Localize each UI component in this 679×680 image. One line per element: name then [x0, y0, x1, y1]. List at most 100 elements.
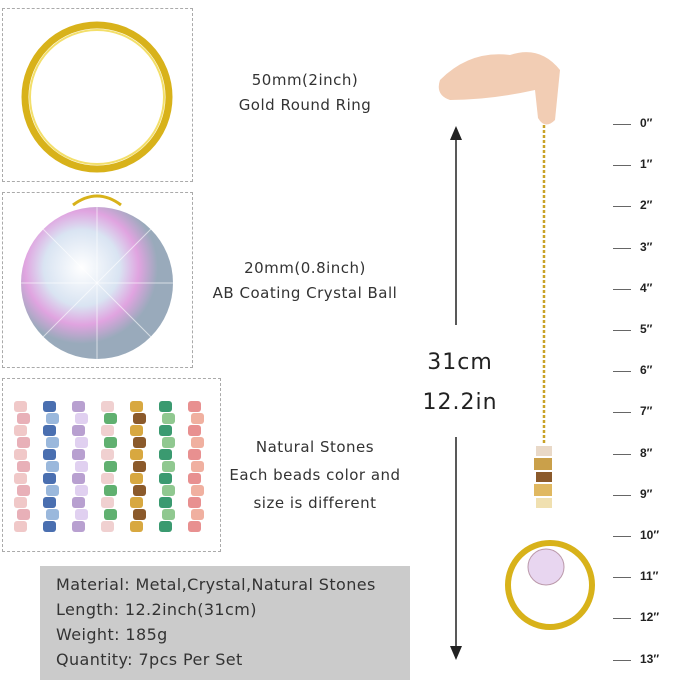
spec-weight: Weight: 185g: [56, 625, 168, 644]
ruler-label: 4″: [640, 280, 653, 295]
stone-bead: [130, 449, 143, 460]
stone-bead: [133, 509, 146, 520]
length-arrow-bottom: [450, 437, 462, 660]
ring-panel: [2, 8, 193, 182]
crystal-panel: [2, 192, 193, 368]
ruler-tick: [613, 165, 631, 167]
stone-bead: [104, 437, 117, 448]
stone-bead: [133, 413, 146, 424]
stone-bead: [46, 437, 59, 448]
stone-bead: [72, 449, 85, 460]
stones-note-2: size is different: [253, 494, 377, 512]
stone-bead: [104, 413, 117, 424]
stone-bead: [75, 461, 88, 472]
hand: [438, 52, 560, 125]
ruler-tick: [613, 618, 631, 620]
stone-bead: [104, 461, 117, 472]
stone-bead: [72, 473, 85, 484]
stone-bead: [101, 521, 114, 532]
ruler-tick: [613, 412, 631, 414]
stone-bead: [46, 485, 59, 496]
stone-bead: [130, 425, 143, 436]
stone-bead: [130, 401, 143, 412]
ring-size: 50mm(2inch): [251, 71, 359, 89]
crystal-ball-image: [21, 194, 173, 359]
stone-bead: [101, 473, 114, 484]
stone-bead: [43, 425, 56, 436]
stone-bead: [46, 509, 59, 520]
ruler-label: 0″: [640, 116, 653, 130]
length-cm: 31cm: [427, 350, 493, 375]
stone-bead: [191, 437, 204, 448]
stone-bead: [14, 449, 27, 460]
natural-stones-image: [14, 401, 204, 532]
stone-bead: [17, 485, 30, 496]
stone-bead: [130, 497, 143, 508]
ruler-label: 1″: [640, 157, 653, 172]
stone-bead: [159, 425, 172, 436]
stone-bead: [14, 425, 27, 436]
ruler-tick: [613, 659, 631, 661]
stone-bead: [162, 485, 175, 496]
stones-panel: [2, 378, 221, 552]
stone-bead: [101, 449, 114, 460]
stone-bead: [43, 497, 56, 508]
stone-bead: [188, 401, 201, 412]
ruler-tick: [613, 124, 631, 125]
ring-name: Gold Round Ring: [238, 96, 372, 114]
ruler-tick: [613, 536, 631, 537]
stone-bead: [188, 497, 201, 508]
stone-bead: [43, 449, 56, 460]
stone-bead: [17, 509, 30, 520]
stone-bead: [14, 473, 27, 484]
stone-bead: [72, 521, 85, 532]
stone-bead: [191, 509, 204, 520]
ruler-tick: [613, 494, 631, 496]
length-inch: 12.2in: [422, 390, 498, 415]
ruler-tick: [613, 453, 631, 455]
stone-bead: [17, 437, 30, 448]
ruler-tick: [613, 288, 631, 290]
stone-bead: [159, 497, 172, 508]
stone-bead: [14, 401, 27, 412]
gold-ring: [505, 540, 595, 630]
ruler-label: 9″: [640, 486, 653, 501]
ruler-label: 3″: [640, 239, 653, 254]
stone-bead: [46, 461, 59, 472]
stone-bead: [159, 401, 172, 412]
stone-bead: [130, 473, 143, 484]
stone-bead: [133, 461, 146, 472]
stone-bead: [162, 437, 175, 448]
ruler-tick: [613, 577, 631, 579]
stone-bead: [191, 413, 204, 424]
stone-bead: [188, 425, 201, 436]
stone-bead: [17, 461, 30, 472]
crystal-caption: 20mm(0.8inch) AB Coating Crystal Ball: [205, 256, 405, 306]
spec-quantity: Quantity: 7pcs Per Set: [56, 650, 243, 669]
ruler-label: 2″: [640, 198, 653, 213]
crystal-ball: [527, 548, 565, 586]
length-arrow-top: [450, 126, 462, 325]
stone-bead: [188, 521, 201, 532]
stone-bead: [14, 521, 27, 532]
stone-bead: [75, 437, 88, 448]
stone-bead: [72, 401, 85, 412]
stone-bead: [101, 401, 114, 412]
stone-bead: [188, 473, 201, 484]
crystal-size: 20mm(0.8inch): [244, 259, 366, 277]
stone-bead: [72, 497, 85, 508]
spec-length: Length: 12.2inch(31cm): [56, 600, 257, 619]
stone-bead: [162, 413, 175, 424]
stone-bead: [101, 425, 114, 436]
stone-bead: [75, 413, 88, 424]
stone-bead: [46, 413, 59, 424]
ruler-label: 13″: [640, 651, 660, 666]
stone-bead: [162, 509, 175, 520]
stone-bead: [133, 437, 146, 448]
stones-title: Natural Stones: [255, 438, 375, 456]
stone-bead: [43, 521, 56, 532]
ruler-label: 5″: [640, 322, 653, 336]
stone-bead: [75, 485, 88, 496]
stone-bead: [159, 449, 172, 460]
ruler-label: 10″: [640, 528, 660, 542]
